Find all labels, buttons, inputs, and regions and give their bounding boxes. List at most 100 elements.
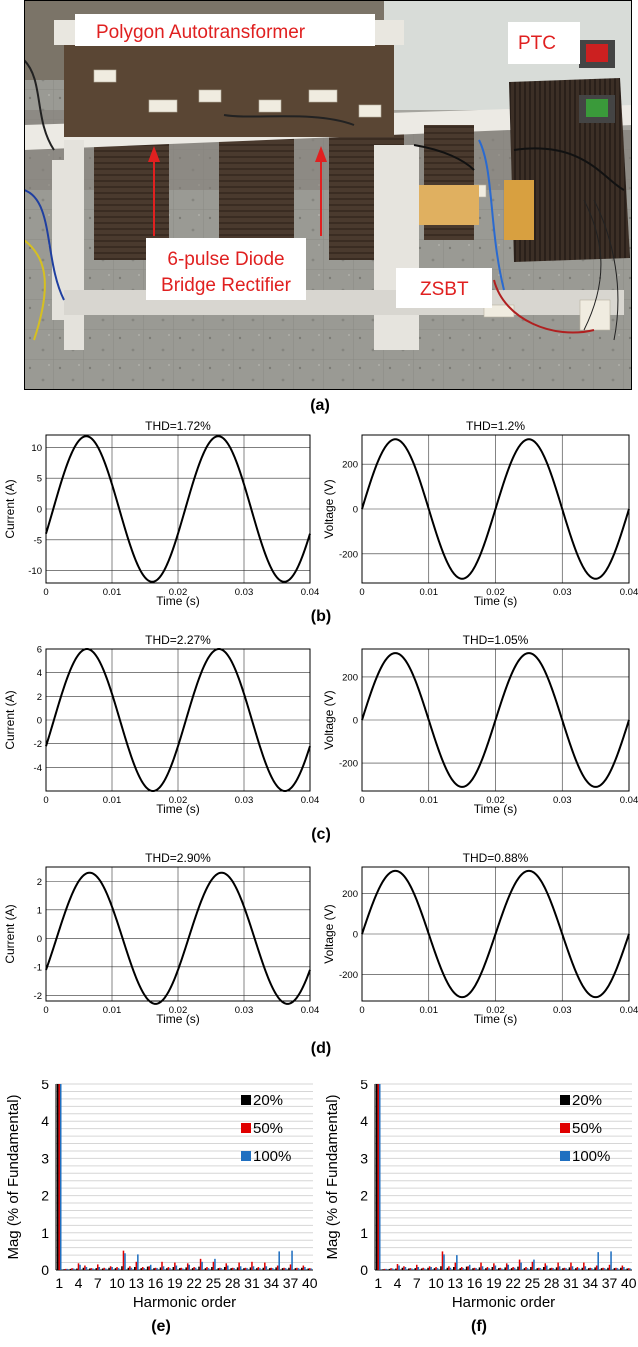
x-tick-label: 0.03	[235, 1005, 254, 1016]
bar-20pct-h31	[249, 1267, 252, 1270]
x-tick-label: 0.04	[301, 795, 319, 806]
bar-100pct-h15	[149, 1264, 152, 1270]
bar-100pct-h38	[297, 1268, 300, 1270]
bar-100pct-h33	[265, 1266, 268, 1270]
bar-100pct-h32	[578, 1268, 580, 1270]
y-tick-label: 200	[342, 889, 358, 900]
y-tick-label: -2	[34, 991, 42, 1002]
bar-50pct-h39	[621, 1265, 624, 1270]
x-tick-label: 1	[55, 1275, 63, 1291]
waveform-line	[45, 647, 311, 793]
chart-title: THD=0.88%	[463, 851, 529, 865]
bar-50pct-h7	[415, 1264, 418, 1270]
bar-100pct-h40	[310, 1268, 313, 1270]
chart-title: THD=2.27%	[145, 633, 211, 647]
bar-50pct-h5	[84, 1265, 86, 1270]
bar-50pct-h18	[486, 1267, 489, 1270]
x-tick-label: 0.01	[420, 1005, 439, 1016]
bar-50pct-h31	[251, 1261, 253, 1270]
x-axis-label: Harmonic order	[452, 1294, 555, 1311]
bar-20pct-h20	[178, 1268, 181, 1270]
x-tick-label: 37	[602, 1275, 618, 1291]
bar-100pct-h11	[124, 1253, 126, 1270]
bar-100pct-h36	[603, 1268, 606, 1270]
bar-100pct-h40	[629, 1268, 632, 1270]
bar-50pct-h23	[518, 1259, 521, 1270]
waveform-line	[361, 438, 630, 580]
bar-20pct-h26	[217, 1268, 220, 1270]
bar-50pct-h3	[71, 1268, 73, 1270]
bar-100pct-h5	[85, 1267, 88, 1270]
bar-50pct-h8	[103, 1267, 105, 1270]
x-tick-label: 0.03	[553, 795, 572, 806]
bar-100pct-h26	[539, 1268, 542, 1270]
bar-100pct-h31	[571, 1266, 574, 1270]
bar-100pct-h27	[227, 1265, 229, 1270]
x-tick-label: 40	[302, 1275, 318, 1291]
x-tick-label: 0.04	[301, 1005, 319, 1016]
x-tick-label: 31	[563, 1275, 579, 1291]
y-tick-label: 0	[353, 930, 358, 941]
bar-20pct-h21	[185, 1267, 187, 1270]
y-axis-label: Voltage (V)	[322, 690, 336, 749]
y-tick-label: 0	[37, 716, 42, 727]
bar-20pct-h18	[166, 1268, 168, 1270]
bar-20pct-h34	[587, 1268, 590, 1270]
label-box-rectifier	[146, 238, 306, 300]
y-tick-label: 3	[360, 1150, 368, 1166]
bar-100pct-h7	[417, 1267, 420, 1270]
bar-100pct-h4	[398, 1265, 400, 1270]
y-axis-label: Current (A)	[3, 479, 17, 538]
legend-swatch	[241, 1151, 251, 1161]
label-box-zsbt	[396, 268, 492, 308]
bar-20pct-h40	[307, 1268, 310, 1270]
legend-label: 50%	[572, 1120, 602, 1137]
x-tick-label: 0.02	[486, 587, 505, 598]
x-axis-label: Time (s)	[156, 802, 200, 816]
x-tick-label: 0.02	[169, 587, 188, 598]
bar-50pct-h33	[264, 1262, 266, 1270]
bar-20pct-h15	[146, 1266, 149, 1270]
bar-50pct-h4	[396, 1264, 399, 1270]
bar-50pct-h31	[570, 1262, 572, 1270]
legend-swatch	[560, 1151, 570, 1161]
hardware-photo: Polygon Autotransformer PTC 6-pulse Diod…	[24, 0, 632, 390]
caption-d: (d)	[310, 1040, 332, 1057]
x-tick-label: 4	[75, 1275, 83, 1291]
bar-100pct-h17	[481, 1266, 484, 1270]
bar-20pct-h26	[536, 1268, 539, 1270]
bar-20pct-h6	[89, 1268, 91, 1270]
bar-100pct-h20	[501, 1268, 503, 1270]
y-tick-label: 0	[37, 934, 42, 945]
caption-c: (c)	[311, 826, 331, 843]
bar-100pct-h30	[246, 1268, 248, 1270]
y-tick-label: 0	[353, 716, 358, 727]
x-tick-label: 4	[394, 1275, 402, 1291]
label-box-ptc	[508, 22, 580, 64]
x-tick-label: 28	[225, 1275, 241, 1291]
bar-20pct-h39	[620, 1267, 622, 1270]
x-tick-label: 0.01	[420, 587, 439, 598]
caption-e: (e)	[151, 1318, 171, 1335]
bar-50pct-h14	[460, 1267, 463, 1270]
y-axis-label: Current (A)	[3, 904, 17, 963]
bar-50pct-h37	[608, 1264, 611, 1270]
caption-b: (b)	[310, 608, 332, 625]
label-polygon-autotransformer: Polygon Autotransformer	[96, 22, 306, 43]
bar-100pct-h8	[104, 1268, 107, 1270]
legend-swatch	[560, 1095, 570, 1105]
bar-50pct-h19	[493, 1263, 495, 1270]
bar-100pct-h24	[526, 1268, 529, 1270]
bar-20pct-h24	[523, 1268, 526, 1270]
bar-20pct-h29	[236, 1267, 239, 1270]
bar-100pct-h39	[623, 1267, 625, 1270]
bar-100pct-h2	[66, 1268, 68, 1270]
y-tick-label: 200	[342, 460, 358, 471]
x-axis-label: Time (s)	[156, 1012, 200, 1026]
y-tick-label: -200	[339, 759, 358, 770]
chart-c-voltage: THD=1.05% 0 0.01 0.02 0.03 0.04 200 0 -200 Time (…	[322, 633, 638, 816]
legend-swatch	[560, 1123, 570, 1133]
bar-50pct-h23	[199, 1258, 202, 1270]
y-axis-label: Mag (% of Fundamental)	[5, 1094, 22, 1259]
